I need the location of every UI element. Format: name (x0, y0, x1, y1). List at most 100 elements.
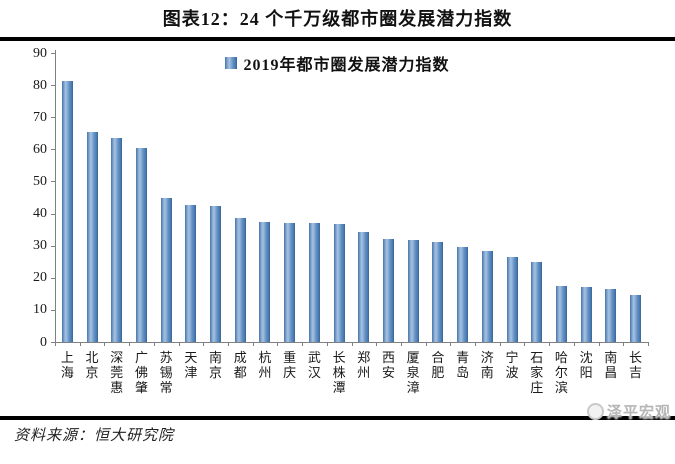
x-label-cell: 郑州 (351, 350, 376, 380)
legend-marker-icon (225, 57, 238, 69)
bar (185, 204, 197, 342)
bar (481, 251, 493, 342)
x-axis-tick (524, 342, 526, 346)
bar (234, 217, 246, 342)
x-axis-tick (573, 342, 575, 346)
x-axis-tick (277, 342, 279, 346)
bar-cell (623, 53, 648, 342)
x-label-cell: 广佛肇 (129, 350, 154, 395)
x-axis-label: 重庆 (283, 350, 297, 380)
y-axis-label: 90 (33, 45, 47, 61)
y-axis-label: 10 (33, 302, 47, 318)
bar (333, 223, 345, 342)
bar-cell (351, 53, 376, 342)
x-axis-tick (425, 342, 427, 346)
bar-cell (302, 53, 327, 342)
x-axis-tick (598, 342, 600, 346)
bar (284, 222, 296, 342)
x-label-cell: 北京 (80, 350, 105, 380)
bar-cell (80, 53, 105, 342)
bar-cell (426, 53, 451, 342)
y-axis-tick (51, 149, 55, 151)
bar-cell (450, 53, 475, 342)
y-axis-label: 30 (33, 238, 47, 254)
bar-cell (401, 53, 426, 342)
bar-cell (376, 53, 401, 342)
x-axis-label: 石家庄 (530, 350, 544, 395)
bar-cell (154, 53, 179, 342)
x-axis-label: 哈尔滨 (554, 350, 568, 395)
x-axis-label: 成都 (233, 350, 247, 380)
x-axis-tick (400, 342, 402, 346)
x-axis-tick (55, 342, 56, 346)
bar-cell (129, 53, 154, 342)
bar-cell (203, 53, 228, 342)
x-label-cell: 西安 (376, 350, 401, 380)
bar-cell (475, 53, 500, 342)
x-axis-label: 沈阳 (579, 350, 593, 380)
bar-cell (500, 53, 525, 342)
x-axis-label: 南昌 (604, 350, 618, 380)
x-axis-label: 天津 (184, 350, 198, 380)
bar (630, 295, 642, 342)
bar (432, 242, 444, 342)
x-label-cell: 天津 (179, 350, 204, 380)
bar-cell (228, 53, 253, 342)
x-axis-label: 合肥 (431, 350, 445, 380)
bar (605, 289, 617, 342)
x-axis-label: 广佛肇 (134, 350, 148, 395)
x-label-cell: 合肥 (426, 350, 451, 380)
x-axis-label: 武汉 (307, 350, 321, 380)
bar (506, 257, 518, 342)
bar (555, 286, 567, 342)
y-axis-label: 0 (40, 334, 47, 350)
x-axis-tick (302, 342, 304, 346)
x-label-cell: 深莞惠 (104, 350, 129, 395)
x-label-cell: 长株潭 (327, 350, 352, 395)
y-axis-label: 40 (33, 206, 47, 222)
x-axis-label: 宁波 (505, 350, 519, 380)
x-label-cell: 青岛 (450, 350, 475, 380)
bar-cell (549, 53, 574, 342)
x-axis-label: 青岛 (456, 350, 470, 380)
source-note: 资料来源：恒大研究院 (14, 428, 175, 444)
x-axis-label: 厦泉漳 (406, 350, 420, 395)
bar (457, 247, 469, 342)
bar-cell (253, 53, 278, 342)
x-axis-tick (252, 342, 254, 346)
bar-cell (277, 53, 302, 342)
x-axis-tick (153, 342, 155, 346)
x-label-cell: 重庆 (277, 350, 302, 380)
x-axis-tick (549, 342, 551, 346)
bar-cell (598, 53, 623, 342)
x-axis-label: 上海 (60, 350, 74, 380)
x-label-cell: 杭州 (253, 350, 278, 380)
bar-cell (179, 53, 204, 342)
zeping-macro-logo-icon (586, 403, 604, 420)
bar-cell (104, 53, 129, 342)
x-axis-tick (326, 342, 328, 346)
x-axis-tick (499, 342, 501, 346)
chart-legend: 2019年都市圈发展潜力指数 (0, 51, 675, 75)
x-axis-tick (623, 342, 625, 346)
y-axis-tick (51, 53, 55, 54)
x-axis-label: 北京 (85, 350, 99, 380)
x-axis-tick (227, 342, 229, 346)
bar (61, 80, 73, 342)
bar (160, 197, 172, 342)
y-axis-tick (51, 277, 55, 279)
x-label-cell: 成都 (228, 350, 253, 380)
y-axis-line (55, 50, 56, 342)
x-axis-tick (129, 342, 131, 346)
y-axis-tick (51, 342, 55, 343)
bar (135, 148, 147, 342)
x-axis-tick (178, 342, 180, 346)
x-label-cell: 济南 (475, 350, 500, 380)
x-label-cell: 上海 (55, 350, 80, 380)
bar-cell (524, 53, 549, 342)
x-axis-label: 长吉 (629, 350, 643, 380)
bar (308, 223, 320, 342)
y-axis-tick (51, 309, 55, 311)
x-axis-tick (475, 342, 477, 346)
